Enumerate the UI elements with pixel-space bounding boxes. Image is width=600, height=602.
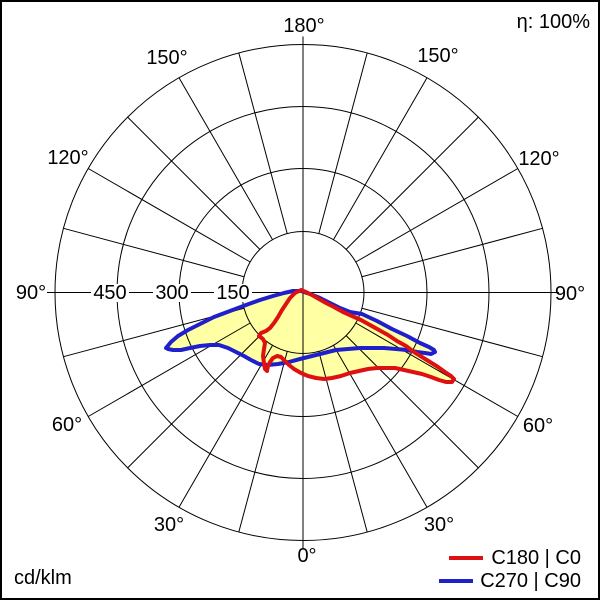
unit-label: cd/klm [14, 567, 72, 589]
radial-tick-label-bg [214, 284, 252, 302]
grid-spoke-240 [87, 322, 251, 417]
angle-label: 90° [16, 282, 46, 304]
angle-label: 60° [52, 414, 82, 436]
legend: C180 | C0 C270 | C90 [439, 547, 581, 592]
grid-spoke-225 [127, 335, 261, 469]
grid-spoke-30 [333, 77, 428, 240]
angle-label: 180° [283, 15, 324, 37]
angle-label: 30° [154, 514, 184, 536]
grid-spoke-135 [345, 335, 479, 469]
angle-label: 120° [518, 148, 559, 170]
grid-spoke-45 [345, 116, 479, 250]
efficiency-label: η: 100% [517, 11, 591, 33]
grid-spoke-300 [87, 168, 251, 263]
legend-label-c270-c90: C270 | C90 [480, 570, 581, 592]
grid-spoke-285 [63, 227, 245, 278]
grid-spoke-195 [238, 351, 288, 533]
radial-tick-label: 300 [155, 282, 188, 304]
grid-spoke-345 [238, 52, 288, 234]
legend-label-c180-c0: C180 | C0 [491, 547, 581, 569]
radial-tick-label-bg [153, 284, 191, 302]
angle-label: 150° [146, 47, 187, 69]
grid-spoke-15 [318, 52, 368, 234]
curve-outlines [164, 288, 456, 384]
grid-spoke-60 [355, 168, 519, 263]
radial-tick-label-bg [91, 284, 129, 302]
curve-c180-c0 [257, 288, 456, 384]
angle-label: 30° [424, 514, 454, 536]
radial-tick-label: 450 [93, 282, 126, 304]
grid-spoke-105 [361, 307, 543, 358]
grid-spoke-330 [178, 77, 273, 240]
grid-spoke-75 [361, 227, 543, 278]
curve-c270-c90 [164, 289, 437, 367]
grid-spoke-120 [355, 322, 519, 417]
angle-labels: 180° 150° 150° 120° 120° 90° 90° 60° 60° 30° 30° 0° [16, 15, 585, 567]
grid-spoke-210 [178, 345, 273, 508]
grid-spoke-315 [127, 116, 261, 250]
angle-label: 60° [523, 415, 553, 437]
angle-label: 0° [297, 545, 316, 567]
grid-spoke-165 [318, 351, 368, 533]
angle-label: 120° [47, 147, 88, 169]
angle-label: 150° [417, 45, 458, 67]
angle-label: 90° [555, 283, 585, 305]
radial-tick-labels: 450 300 150 [91, 282, 252, 304]
radial-tick-label: 150 [216, 282, 249, 304]
